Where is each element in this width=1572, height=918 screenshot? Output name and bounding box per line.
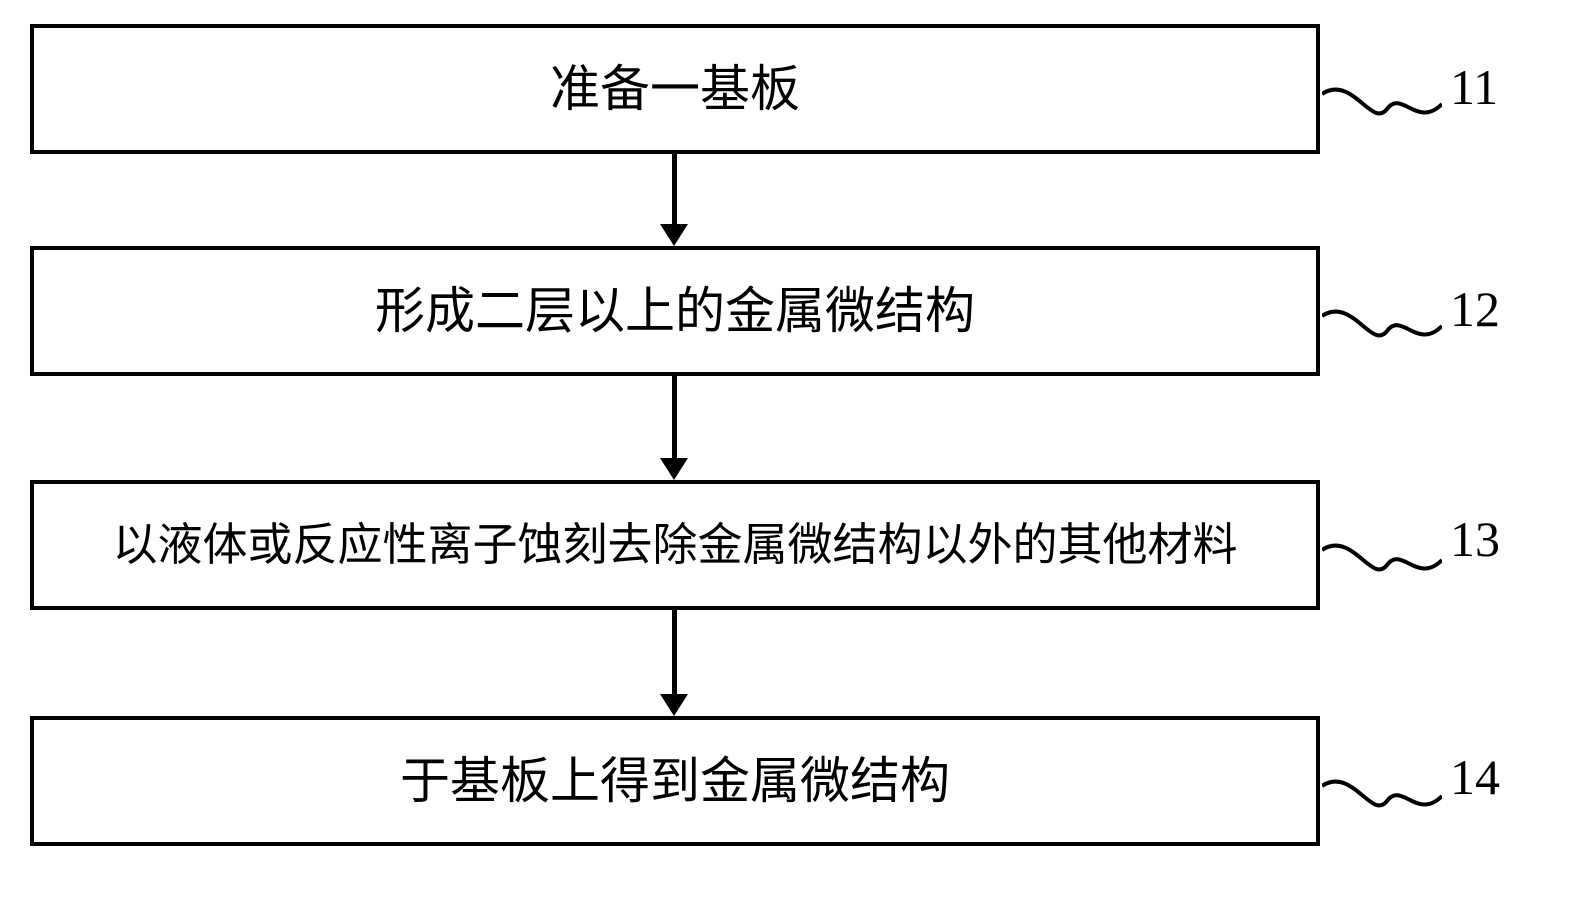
flowchart-node-text: 于基板上得到金属微结构	[400, 756, 950, 806]
flowchart-node-n1: 准备一基板	[30, 24, 1320, 154]
connector-curve-icon	[1322, 530, 1442, 590]
arrow-line	[672, 376, 677, 458]
connector-curve-icon	[1322, 766, 1442, 826]
flowchart-node-label: 12	[1450, 280, 1500, 338]
arrow-down-icon	[660, 458, 688, 483]
flowchart-node-text: 以液体或反应性离子蚀刻去除金属微结构以外的其他材料	[112, 523, 1237, 568]
connector-curve-icon	[1322, 296, 1442, 356]
arrow-line	[672, 154, 677, 224]
connector-curve-icon	[1322, 74, 1442, 134]
arrow-down-icon	[660, 694, 688, 719]
flowchart-canvas: 准备一基板 11 形成二层以上的金属微结构 12 以液体或反应性离子蚀刻去除金属微结构以…	[0, 0, 1572, 918]
flowchart-node-label: 11	[1450, 58, 1498, 116]
flowchart-node-n4: 于基板上得到金属微结构	[30, 716, 1320, 846]
flowchart-node-text: 形成二层以上的金属微结构	[375, 286, 975, 336]
flowchart-node-n2: 形成二层以上的金属微结构	[30, 246, 1320, 376]
flowchart-node-label: 13	[1450, 510, 1500, 568]
flowchart-node-text: 准备一基板	[550, 64, 800, 114]
arrow-down-icon	[660, 224, 688, 249]
arrow-line	[672, 610, 677, 694]
flowchart-node-label: 14	[1450, 748, 1500, 806]
flowchart-node-n3: 以液体或反应性离子蚀刻去除金属微结构以外的其他材料	[30, 480, 1320, 610]
